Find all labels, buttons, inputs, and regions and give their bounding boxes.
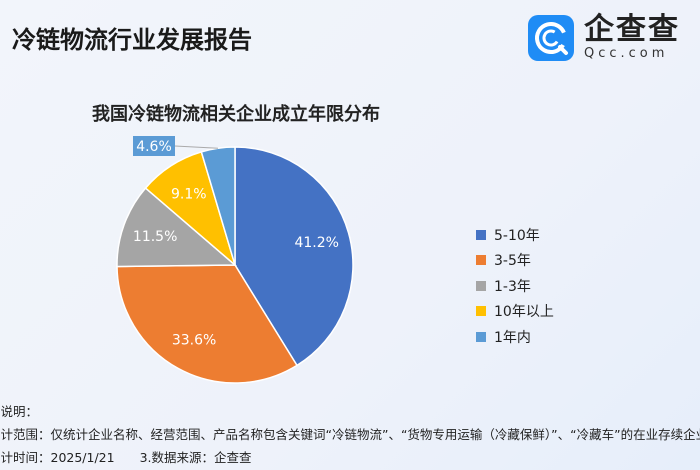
pie-slice — [116, 187, 237, 268]
legend-swatch — [476, 255, 486, 266]
legend-swatch — [476, 229, 486, 240]
report-title: 冷链物流行业发展报告 — [12, 26, 252, 54]
qcc-logo: 企查查 Qcc.com — [528, 14, 680, 61]
legend-swatch — [476, 306, 486, 317]
logo-name: 企查查 — [584, 12, 680, 47]
data-label: 33.6% — [172, 332, 216, 348]
data-label: 9.1% — [171, 187, 207, 203]
legend-label: 1-3年 — [494, 278, 531, 295]
data-label: 11.5% — [133, 229, 177, 245]
data-label-box — [133, 136, 175, 156]
pie-slice — [200, 146, 236, 266]
legend-swatch — [476, 331, 486, 342]
legend-item: 5-10年 — [476, 222, 554, 248]
legend-label: 1年内 — [494, 329, 531, 346]
legend-label: 10年以上 — [494, 304, 554, 321]
qcc-logo-icon — [528, 14, 574, 61]
pie-slice — [234, 146, 354, 367]
legend-item: 1年内 — [476, 324, 554, 350]
notes-scope: 统计范围：仅统计企业名称、经营范围、产品名称包含关键词“冷链物流”、“货物专用运… — [0, 427, 700, 442]
legend-label: 3-5年 — [494, 253, 531, 270]
pie-slice — [116, 264, 299, 384]
data-label: 41.2% — [294, 235, 338, 251]
legend-swatch — [476, 280, 486, 291]
legend: 5-10年 3-5年 1-3年 10年以上 1年内 — [476, 222, 554, 350]
legend-item: 1-3年 — [476, 273, 554, 299]
legend-item: 3-5年 — [476, 248, 554, 274]
chart-title: 我国冷链物流相关企业成立年限分布 — [92, 104, 380, 125]
notes-time-source: 统计时间：2025/1/21 3.数据来源：企查查 — [0, 450, 252, 465]
logo-domain: Qcc.com — [584, 46, 669, 61]
data-notes: 据说明： 统计范围：仅统计企业名称、经营范围、产品名称包含关键词“冷链物流”、“… — [0, 400, 700, 469]
notes-heading: 据说明： — [0, 404, 39, 419]
legend-item: 10年以上 — [476, 299, 554, 325]
legend-label: 5-10年 — [494, 227, 540, 244]
data-label: 4.6% — [136, 139, 172, 155]
leader-line — [174, 145, 219, 149]
